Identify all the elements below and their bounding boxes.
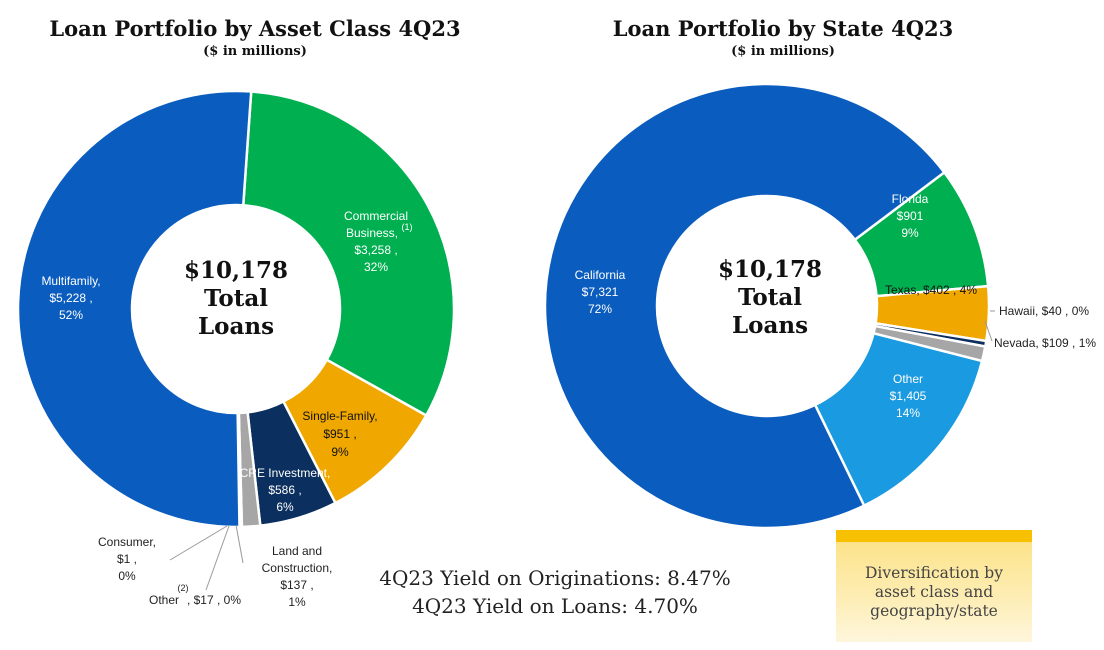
leader-lines (169, 310, 995, 591)
label-cre-2: $586 , (268, 483, 301, 497)
label-california-2: $7,321 (582, 285, 619, 299)
state-slice-other (813, 331, 984, 508)
label-land-1: Land and (272, 544, 322, 558)
asset-slice-multifamily (16, 89, 253, 529)
label-other-asset-2: , $17 , 0% (187, 593, 241, 607)
label-single-family-2: $951 , (323, 427, 356, 441)
label-other-state-3: 14% (896, 406, 920, 420)
label-florida-2: $901 (897, 209, 924, 223)
label-cre-1: CRE Investment, (240, 466, 331, 480)
asset-center-label-2: Loans (198, 313, 274, 340)
label-other-state-2: $1,405 (890, 389, 927, 403)
state-center-label-1: Total (738, 284, 802, 311)
label-nevada: Nevada, $109 , 1% (994, 336, 1096, 350)
label-other-asset-1: Other (149, 593, 179, 607)
label-other-asset-fn: (2) (178, 583, 189, 593)
diversification-callout: Diversification by asset class and geogr… (836, 530, 1032, 642)
label-hawaii: Hawaii, $40 , 0% (999, 304, 1089, 318)
label-commercial-3: $3,258 , (354, 243, 397, 257)
state-center-label-2: Loans (732, 312, 808, 339)
label-land-2: Construction, (262, 561, 333, 575)
label-florida-1: Florida (892, 192, 929, 206)
label-multifamily-3: 52% (59, 308, 83, 322)
asset-chart-title: Loan Portfolio by Asset Class 4Q23 (49, 16, 461, 41)
label-commercial-1: Commercial (344, 209, 408, 223)
label-consumer-1: Consumer, (98, 535, 156, 549)
label-multifamily-2: $5,228 , (49, 291, 92, 305)
label-single-family-3: 9% (331, 445, 349, 459)
label-single-family-1: Single-Family, (302, 409, 377, 423)
leader-land (235, 524, 244, 564)
label-land-4: 1% (288, 595, 306, 609)
leader-consumer (169, 525, 228, 561)
label-california-1: California (575, 268, 626, 282)
diversification-text: Diversification by asset class and geogr… (864, 563, 1003, 620)
state-chart-subtitle: ($ in millions) (731, 44, 835, 59)
leader-other (205, 525, 230, 591)
label-commercial-2: Business, (346, 226, 398, 240)
label-consumer-3: 0% (118, 569, 136, 583)
yield-loans: 4Q23 Yield on Loans: 4.70% (412, 594, 698, 618)
label-florida-3: 9% (901, 226, 919, 240)
leader-nevada (984, 320, 993, 342)
state-donut (543, 82, 991, 530)
label-consumer-2: $1 , (117, 552, 137, 566)
label-other-state-1: Other (893, 372, 923, 386)
asset-chart-subtitle: ($ in millions) (203, 44, 307, 59)
asset-slice-commercial-business (241, 90, 456, 418)
label-commercial-4: 32% (364, 260, 388, 274)
label-land-3: $137 , (280, 578, 313, 592)
asset-center-value: $10,178 (184, 257, 288, 284)
label-texas: Texas, $402 , 4% (885, 283, 977, 297)
state-chart-title: Loan Portfolio by State 4Q23 (612, 16, 954, 41)
label-commercial-fn: (1) (402, 222, 413, 232)
label-california-3: 72% (588, 302, 612, 316)
label-multifamily-1: Multifamily, (41, 274, 100, 288)
state-center-value: $10,178 (718, 256, 822, 283)
asset-center-label-1: Total (204, 285, 268, 312)
asset-class-donut (16, 89, 456, 529)
state-slice-california (543, 82, 947, 530)
yield-originations: 4Q23 Yield on Originations: 8.47% (379, 566, 731, 590)
label-cre-3: 6% (276, 500, 294, 514)
